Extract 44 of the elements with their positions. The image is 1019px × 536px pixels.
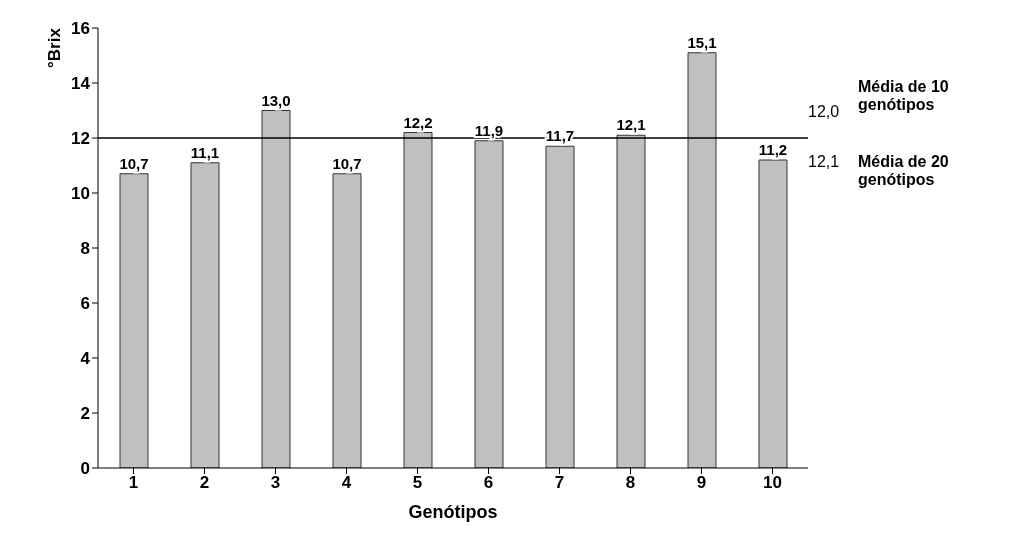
x-tick-label: 3 [270, 473, 281, 493]
y-tick-label: 12 [71, 129, 90, 149]
text: Média de 10 genótipos [858, 78, 950, 114]
x-axis-title: Genótipos [408, 502, 498, 522]
x-tick-label: 2 [199, 473, 210, 493]
y-tick-label: 16 [71, 19, 90, 39]
bar [545, 145, 575, 468]
x-tick-label: 4 [341, 473, 352, 493]
y-tick-label: 4 [80, 349, 91, 369]
bar [616, 134, 646, 468]
bar [403, 132, 433, 468]
x-tick-label: 9 [696, 473, 707, 493]
data-label: 10,7 [332, 154, 362, 172]
bar [261, 110, 291, 468]
x-tick-label: 1 [128, 473, 139, 493]
bar [332, 173, 362, 468]
bar [687, 52, 717, 468]
y-tick-label: 8 [80, 239, 90, 259]
bar [474, 140, 504, 468]
y-tick-label: 2 [80, 404, 90, 424]
data-label: 11,1 [190, 143, 220, 161]
x-tick-label: 7 [554, 473, 565, 493]
data-label: 11,2 [758, 141, 788, 158]
data-label: 12,1 [616, 116, 646, 134]
x-tick-label: 10 [763, 473, 782, 493]
annotation: 12,0 [808, 103, 840, 120]
bar [758, 159, 788, 468]
data-label: 10,7 [119, 154, 149, 172]
text: Média de 20 genótipos [858, 153, 950, 189]
y-tick-label: 6 [80, 294, 90, 314]
data-label: 11,9 [474, 121, 504, 139]
bar [190, 162, 220, 468]
x-tick-label: 8 [625, 473, 636, 493]
data-label: 12,2 [403, 113, 433, 131]
y-tick-label: 14 [71, 74, 91, 94]
bar [119, 173, 149, 468]
y-axis-title: °Brix [45, 27, 65, 68]
data-label: 13,0 [261, 91, 291, 109]
x-tick-label: 6 [483, 473, 494, 493]
data-label: 15,1 [687, 33, 717, 51]
annotation: 12,1 [808, 153, 840, 170]
x-tick-label: 5 [412, 473, 423, 493]
y-tick-label: 0 [80, 459, 90, 479]
y-tick-label: 10 [71, 184, 90, 204]
